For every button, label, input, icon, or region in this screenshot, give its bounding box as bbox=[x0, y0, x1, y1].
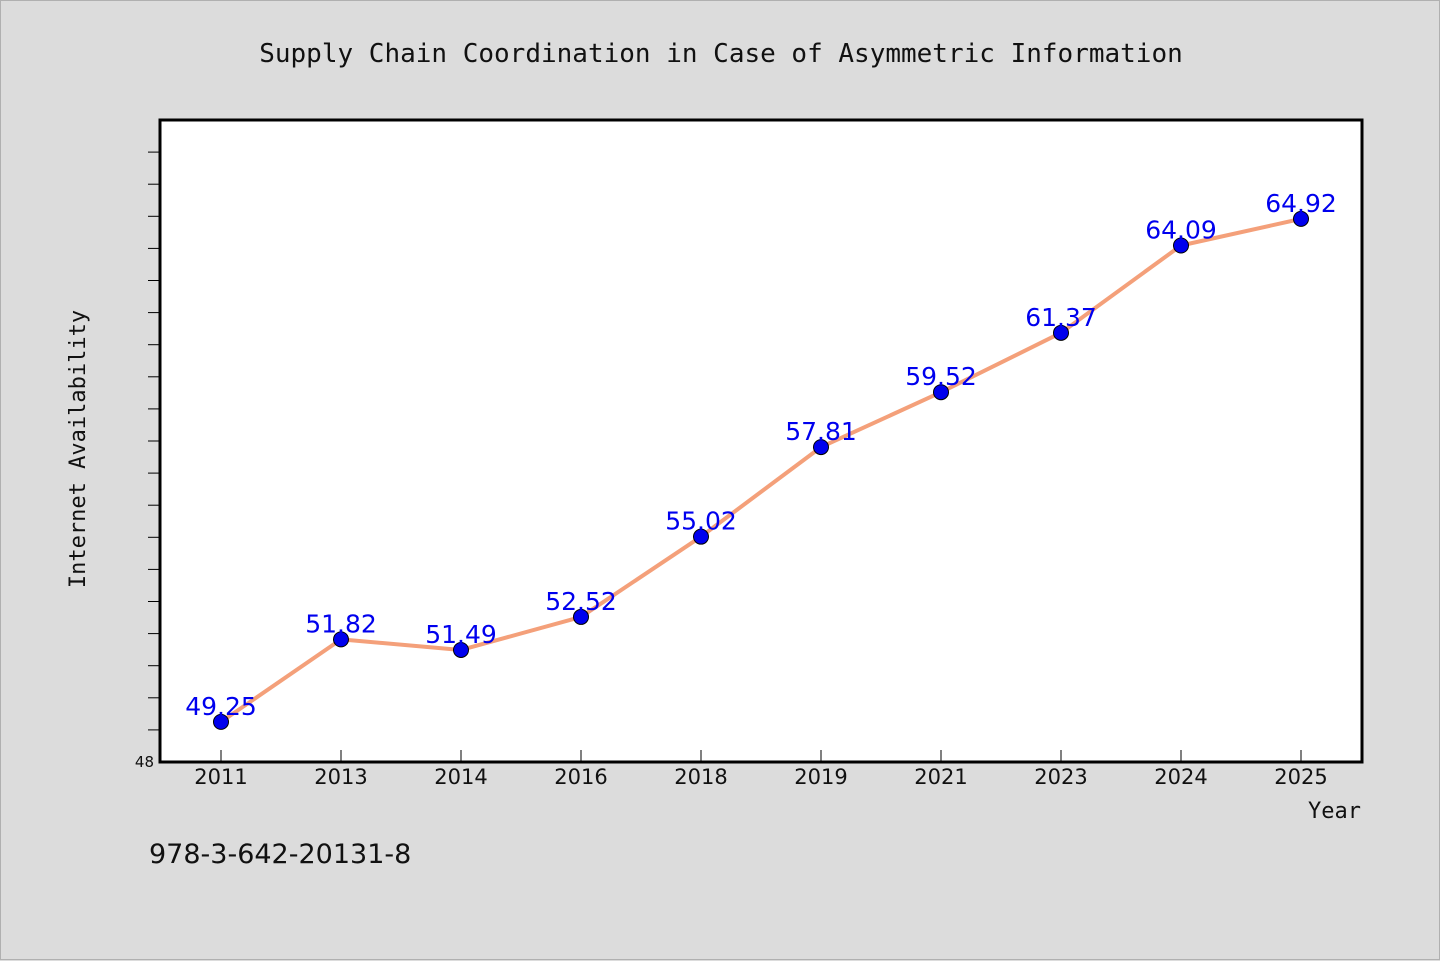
data-label: 61.37 bbox=[1025, 303, 1097, 332]
x-tick-label: 2011 bbox=[194, 765, 247, 789]
y-tick-label: 48 bbox=[135, 753, 154, 771]
data-label: 55.02 bbox=[665, 507, 737, 536]
data-point bbox=[1293, 210, 1309, 227]
data-label: 64.09 bbox=[1145, 216, 1217, 245]
x-tick-label: 2016 bbox=[554, 765, 607, 789]
y-axis-ticks: 48 bbox=[135, 151, 160, 771]
chart-title: Supply Chain Coordination in Case of Asy… bbox=[259, 39, 1183, 69]
series-line bbox=[219, 216, 1302, 724]
x-tick-label: 2019 bbox=[794, 765, 847, 789]
data-point bbox=[333, 631, 349, 648]
data-label: 49.25 bbox=[185, 692, 257, 721]
x-tick-label: 2025 bbox=[1274, 765, 1327, 789]
data-point bbox=[573, 608, 589, 625]
data-label: 51.82 bbox=[305, 609, 377, 638]
data-point bbox=[933, 384, 949, 401]
data-labels: 49.25 51.82 51.49 52.52 55.02 57.81 59.52 61.37… bbox=[185, 189, 1337, 721]
data-point bbox=[813, 439, 829, 456]
data-point bbox=[693, 528, 709, 545]
x-axis-label: Year bbox=[1308, 799, 1361, 824]
data-point bbox=[1053, 324, 1069, 341]
data-label: 51.49 bbox=[425, 620, 497, 649]
x-tick-label: 2024 bbox=[1154, 765, 1207, 789]
data-label: 59.52 bbox=[905, 362, 977, 391]
data-markers bbox=[213, 210, 1309, 730]
data-label: 64.92 bbox=[1265, 189, 1337, 218]
x-tick-label: 2014 bbox=[434, 765, 487, 789]
y-axis-label: Internet Availability bbox=[66, 310, 91, 588]
data-point bbox=[453, 641, 469, 658]
x-tick-label: 2021 bbox=[914, 765, 967, 789]
data-point bbox=[213, 713, 229, 730]
data-label: 52.52 bbox=[545, 587, 617, 616]
x-tick-label: 2018 bbox=[674, 765, 727, 789]
data-point bbox=[1173, 237, 1189, 254]
x-axis-ticks: 2011 2013 2014 2016 2018 2019 2021 2023 2024 2025 bbox=[194, 750, 1328, 789]
data-label: 57.81 bbox=[785, 417, 857, 446]
x-tick-label: 2013 bbox=[314, 765, 367, 789]
isbn-footnote: 978-3-642-20131-8 bbox=[149, 839, 411, 870]
x-tick-label: 2023 bbox=[1034, 765, 1087, 789]
plot-area bbox=[158, 118, 1364, 764]
